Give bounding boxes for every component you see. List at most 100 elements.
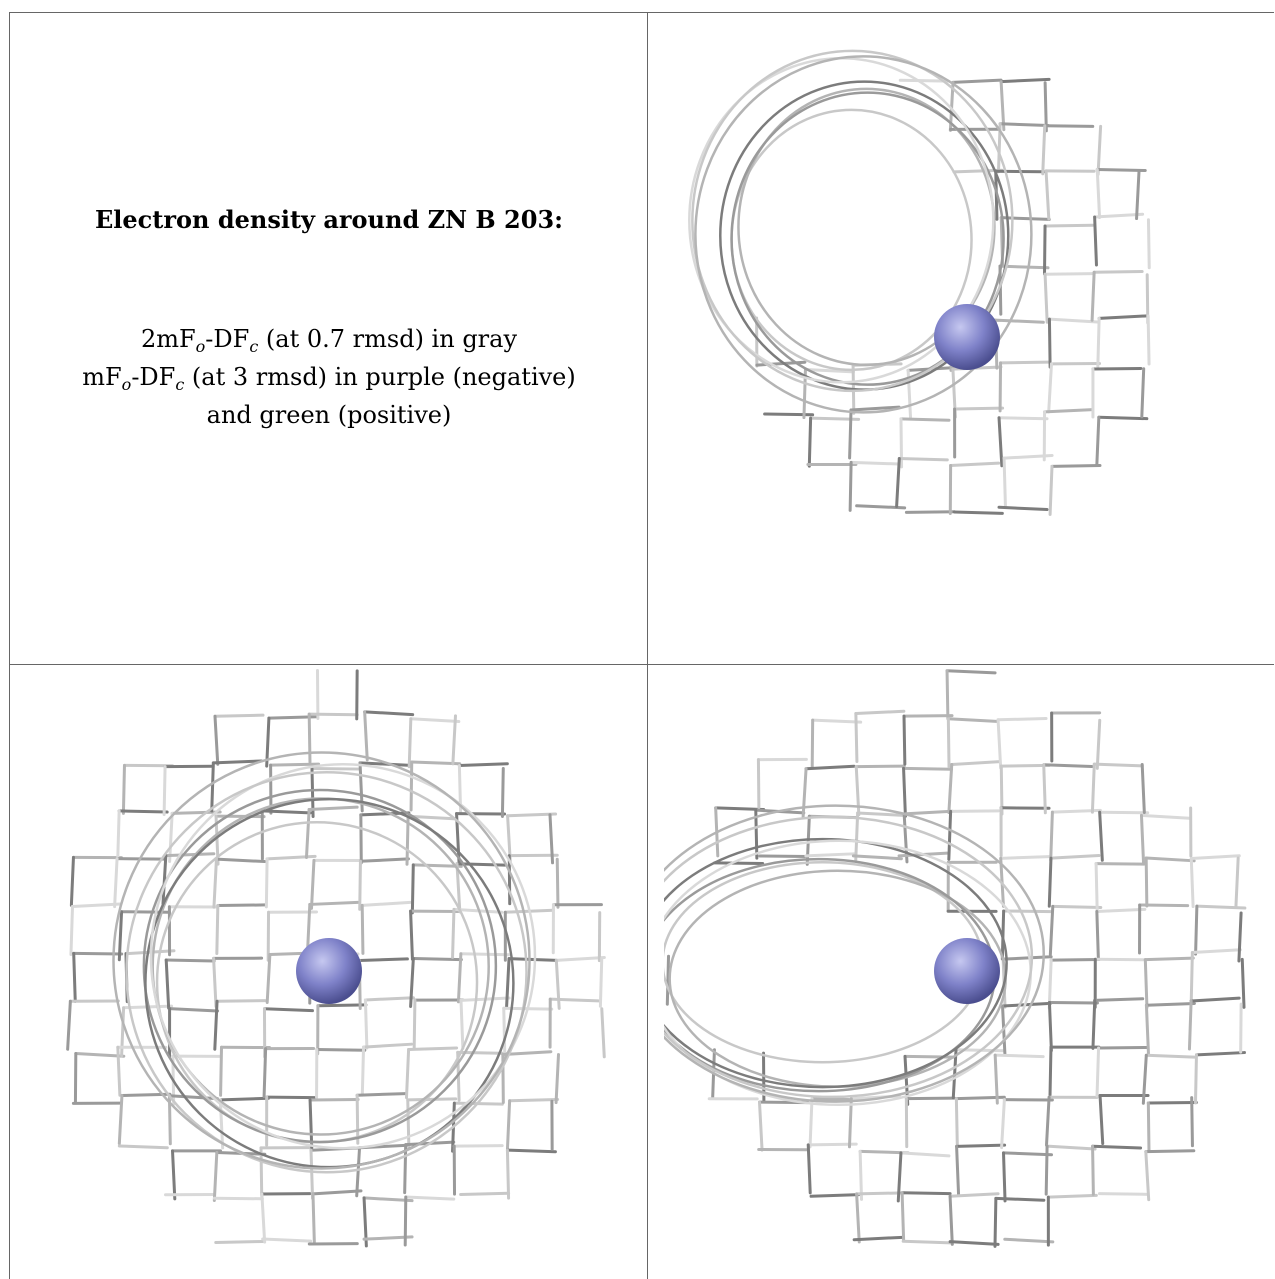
mesh-segment bbox=[1093, 997, 1145, 1002]
mesh-segment bbox=[852, 1235, 904, 1242]
mesh-segment bbox=[66, 999, 72, 1051]
table-border-middle bbox=[9, 664, 1274, 665]
mesh-segment bbox=[952, 510, 1004, 515]
mesh-segment bbox=[507, 957, 559, 962]
mesh-segment bbox=[757, 1100, 764, 1152]
mesh-segment bbox=[902, 714, 907, 766]
mesh-segment bbox=[854, 712, 859, 764]
table-border-top bbox=[9, 12, 1274, 13]
mesh-segment bbox=[216, 903, 268, 908]
mesh-segment bbox=[951, 78, 1003, 84]
mesh-segment bbox=[948, 1240, 1000, 1246]
mesh-segment bbox=[1049, 854, 1101, 860]
mesh-segment bbox=[167, 1094, 219, 1101]
mesh-segment bbox=[999, 216, 1051, 221]
mesh-segment bbox=[999, 763, 1051, 768]
mesh-segment bbox=[1193, 1053, 1198, 1105]
mesh-segment bbox=[1045, 1144, 1097, 1151]
mesh-segment bbox=[411, 956, 463, 962]
mesh-segment bbox=[1091, 366, 1143, 371]
mesh-segment bbox=[360, 900, 412, 907]
density-view-top-right bbox=[664, 30, 1270, 636]
mesh-segment bbox=[1189, 854, 1241, 861]
mesh-segment bbox=[358, 857, 410, 863]
mesh-segment bbox=[1047, 958, 1053, 1010]
mesh-segment bbox=[455, 862, 462, 914]
mesh-segment bbox=[1045, 1095, 1051, 1147]
mesh-segment bbox=[315, 1048, 367, 1052]
mesh-segment bbox=[1095, 718, 1102, 770]
mesh-segment bbox=[362, 1042, 414, 1049]
mesh-segment bbox=[1187, 999, 1193, 1051]
mesh-segment bbox=[945, 669, 997, 675]
mesh-segment bbox=[262, 1007, 314, 1013]
mesh-segment bbox=[117, 1094, 124, 1146]
mesh-segment bbox=[1139, 813, 1191, 820]
mesh-segment bbox=[1048, 464, 1054, 516]
mesh-segment bbox=[1189, 996, 1241, 1003]
mesh-segment bbox=[1043, 408, 1095, 414]
caption-line-positive: and green (positive) bbox=[206, 401, 452, 429]
mesh-segment bbox=[1144, 856, 1196, 863]
mesh-segment bbox=[260, 1192, 267, 1244]
mesh-segment bbox=[1049, 810, 1054, 862]
mesh-segment bbox=[360, 1045, 366, 1097]
mesh-segment bbox=[1189, 950, 1194, 1002]
mesh-contour bbox=[112, 751, 531, 1170]
mesh-segment bbox=[404, 1195, 456, 1201]
mesh-segment bbox=[555, 857, 560, 909]
mesh-segment bbox=[1139, 813, 1146, 865]
mesh-segment bbox=[947, 763, 954, 815]
mesh-segment bbox=[363, 710, 369, 762]
mesh-segment bbox=[213, 714, 220, 766]
mesh-segment bbox=[214, 857, 266, 864]
mesh-segment bbox=[456, 952, 463, 1004]
mesh-segment bbox=[997, 416, 1049, 421]
mesh-segment bbox=[854, 764, 906, 769]
mesh-segment bbox=[1194, 1051, 1246, 1057]
mesh-segment bbox=[1002, 909, 1054, 914]
mesh-segment bbox=[404, 1048, 411, 1100]
mesh-segment bbox=[999, 77, 1051, 84]
mesh-segment bbox=[409, 909, 414, 961]
mesh-segment bbox=[214, 1239, 266, 1245]
mesh-segment bbox=[459, 998, 465, 1050]
zinc-atom bbox=[296, 938, 362, 1004]
mesh-segment bbox=[69, 905, 75, 957]
mesh-segment bbox=[1043, 81, 1048, 133]
mesh-segment bbox=[854, 709, 906, 716]
mesh-segment bbox=[1047, 362, 1053, 414]
mesh-segment bbox=[260, 809, 312, 815]
mesh-segment bbox=[1095, 415, 1101, 467]
mesh-contour bbox=[664, 815, 1034, 1099]
mesh-segment bbox=[72, 951, 77, 1003]
mesh-segment bbox=[1146, 218, 1151, 270]
mesh-segment bbox=[1002, 456, 1007, 508]
mesh-segment bbox=[1047, 317, 1052, 369]
mesh-segment bbox=[1042, 763, 1047, 815]
mesh-segment bbox=[854, 811, 860, 863]
mesh-segment bbox=[213, 999, 219, 1051]
mesh-segment bbox=[1098, 810, 1104, 862]
mesh-segment bbox=[311, 1189, 363, 1196]
mesh-segment bbox=[1043, 223, 1095, 228]
mesh-segment bbox=[505, 1148, 557, 1154]
mesh-segment bbox=[994, 1196, 1046, 1202]
mesh-segment bbox=[1001, 1001, 1053, 1008]
mesh-segment bbox=[265, 716, 271, 768]
mesh-segment bbox=[1043, 272, 1049, 324]
table-border-left bbox=[9, 12, 10, 1279]
mesh-segment bbox=[1046, 1193, 1098, 1199]
mesh-segment bbox=[170, 810, 222, 815]
mesh-segment bbox=[358, 761, 410, 767]
mesh-segment bbox=[215, 999, 267, 1003]
mesh-segment bbox=[803, 368, 855, 374]
mesh-segment bbox=[117, 1144, 169, 1150]
mesh-segment bbox=[554, 958, 561, 1010]
mesh-segment bbox=[308, 1098, 314, 1150]
mesh-segment bbox=[1003, 1237, 1055, 1244]
mesh-segment bbox=[307, 712, 312, 764]
mesh-segment bbox=[1096, 316, 1101, 368]
mesh-segment bbox=[500, 766, 505, 818]
